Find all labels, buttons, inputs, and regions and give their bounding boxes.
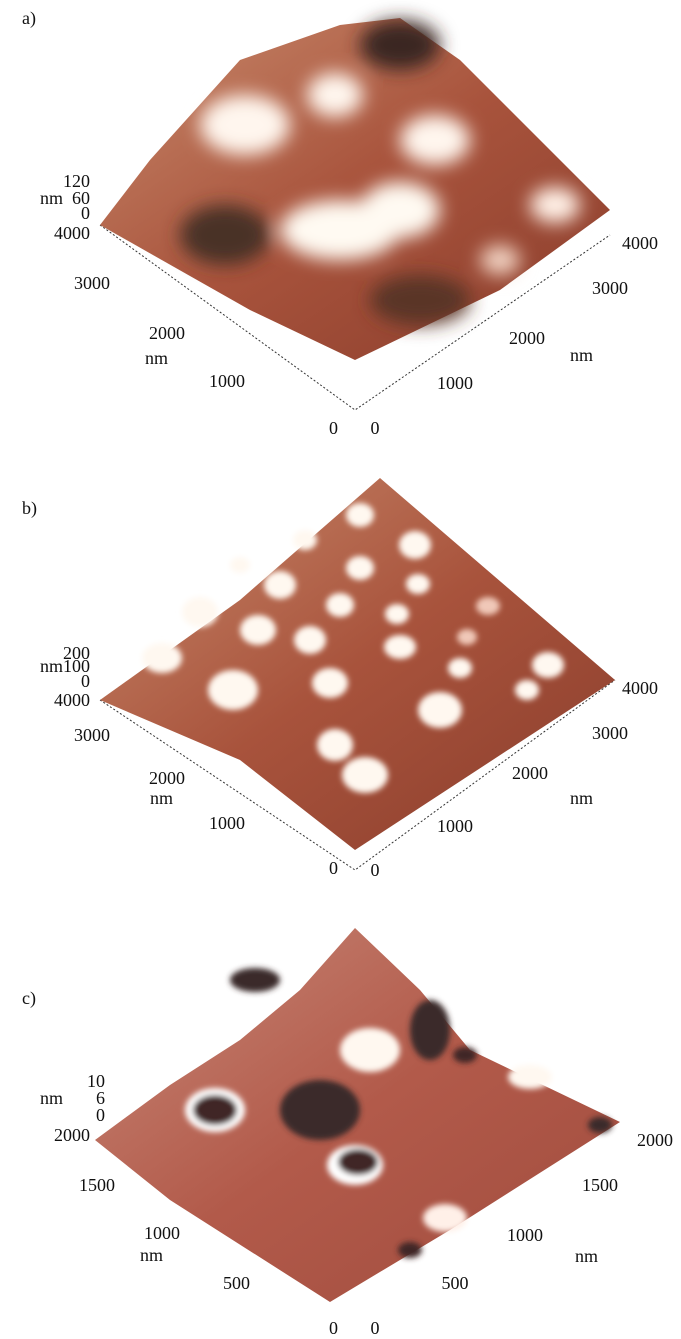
- z-unit: nm: [40, 656, 63, 676]
- left-tick-label: 0: [329, 858, 338, 878]
- left-tick-label: 2000: [54, 1125, 90, 1145]
- surface-b: [100, 478, 615, 870]
- left-tick-label: 4000: [54, 223, 90, 243]
- z-tick-label: 0: [81, 203, 90, 223]
- left-tick-label: 3000: [74, 273, 110, 293]
- left-tick-label: 500: [223, 1273, 250, 1293]
- right-tick-label: 1000: [507, 1225, 543, 1245]
- right-tick-label: 0: [371, 860, 380, 880]
- right-tick-label: 2000: [512, 763, 548, 783]
- left-tick-label: 3000: [74, 725, 110, 745]
- surface-c: [95, 928, 620, 1302]
- panel-label: b): [22, 498, 37, 519]
- left-tick-label: 1000: [209, 371, 245, 391]
- left-tick-label: 4000: [54, 690, 90, 710]
- left-tick-label: 1000: [144, 1223, 180, 1243]
- z-unit: nm: [40, 1088, 63, 1108]
- figure: a)nm12060040003000200010000nm40003000200…: [0, 0, 681, 1339]
- right-axis-unit: nm: [575, 1246, 598, 1266]
- right-tick-label: 3000: [592, 278, 628, 298]
- z-tick-label: 0: [81, 671, 90, 691]
- left-tick-label: 1500: [79, 1175, 115, 1195]
- left-axis-unit: nm: [150, 788, 173, 808]
- z-unit: nm: [40, 188, 63, 208]
- right-tick-label: 3000: [592, 723, 628, 743]
- right-tick-label: 1000: [437, 816, 473, 836]
- right-tick-label: 500: [442, 1273, 469, 1293]
- left-axis-unit: nm: [140, 1245, 163, 1265]
- left-tick-label: 1000: [209, 813, 245, 833]
- left-axis-unit: nm: [145, 348, 168, 368]
- right-tick-label: 1500: [582, 1175, 618, 1195]
- right-tick-label: 1000: [437, 373, 473, 393]
- right-axis-unit: nm: [570, 788, 593, 808]
- right-tick-label: 4000: [622, 233, 658, 253]
- right-tick-label: 0: [371, 1318, 380, 1338]
- panel-label: c): [22, 988, 36, 1009]
- left-tick-label: 2000: [149, 768, 185, 788]
- left-tick-label: 0: [329, 1318, 338, 1338]
- surface-a: [100, 18, 610, 410]
- right-tick-label: 4000: [622, 678, 658, 698]
- right-tick-label: 0: [371, 418, 380, 438]
- left-tick-label: 0: [329, 418, 338, 438]
- left-tick-label: 2000: [149, 323, 185, 343]
- right-tick-label: 2000: [637, 1130, 673, 1150]
- right-axis-unit: nm: [570, 345, 593, 365]
- z-tick-label: 0: [96, 1105, 105, 1125]
- panel-label: a): [22, 8, 36, 29]
- right-tick-label: 2000: [509, 328, 545, 348]
